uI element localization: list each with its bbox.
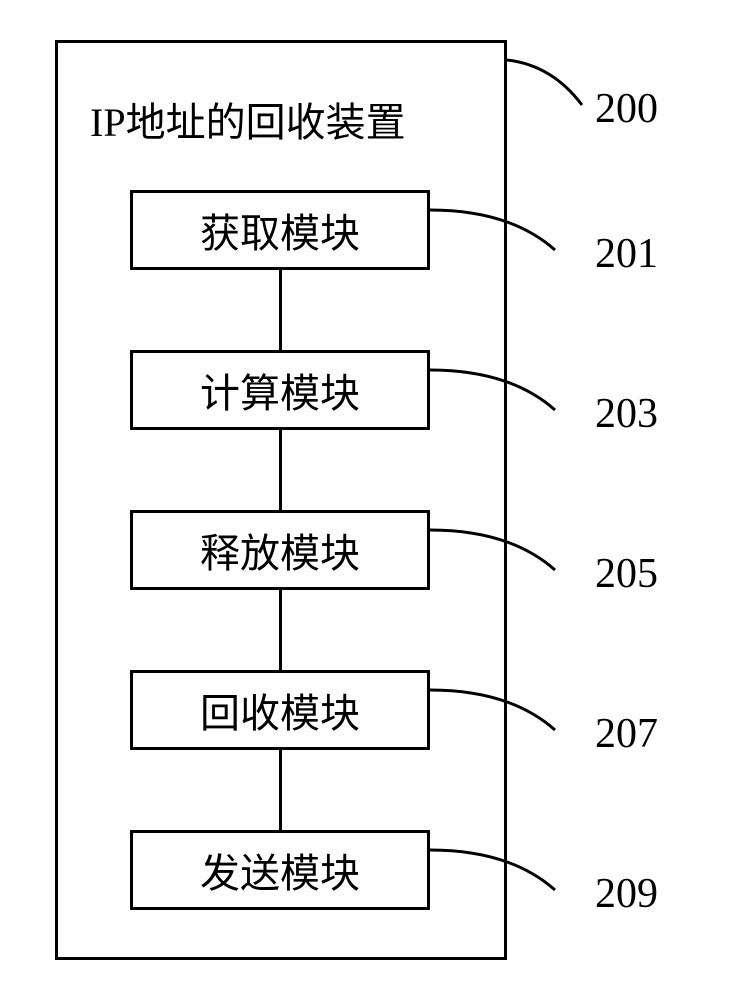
leader-209 [430,840,590,910]
module-send: 发送模块 [130,830,430,910]
module-release: 释放模块 [130,510,430,590]
ref-201: 201 [595,230,658,278]
leader-203 [430,360,590,430]
connector-3 [279,590,282,670]
ref-205: 205 [595,550,658,598]
connector-1 [279,270,282,350]
leader-207 [430,680,590,750]
ref-200: 200 [595,85,658,133]
module-compute-label: 计算模块 [200,361,360,419]
module-recycle-label: 回收模块 [200,681,360,739]
ref-207: 207 [595,710,658,758]
diagram-title: IP地址的回收装置 [90,90,406,148]
diagram-canvas: IP地址的回收装置 200 获取模块 201 计算模块 203 释放模块 205… [0,0,736,1000]
leader-205 [430,520,590,590]
module-acquire: 获取模块 [130,190,430,270]
leader-201 [430,200,590,270]
module-release-label: 释放模块 [200,521,360,579]
ref-209: 209 [595,870,658,918]
module-acquire-label: 获取模块 [200,201,360,259]
connector-2 [279,430,282,510]
module-send-label: 发送模块 [200,841,360,899]
module-compute: 计算模块 [130,350,430,430]
ref-203: 203 [595,390,658,438]
module-recycle: 回收模块 [130,670,430,750]
connector-4 [279,750,282,830]
